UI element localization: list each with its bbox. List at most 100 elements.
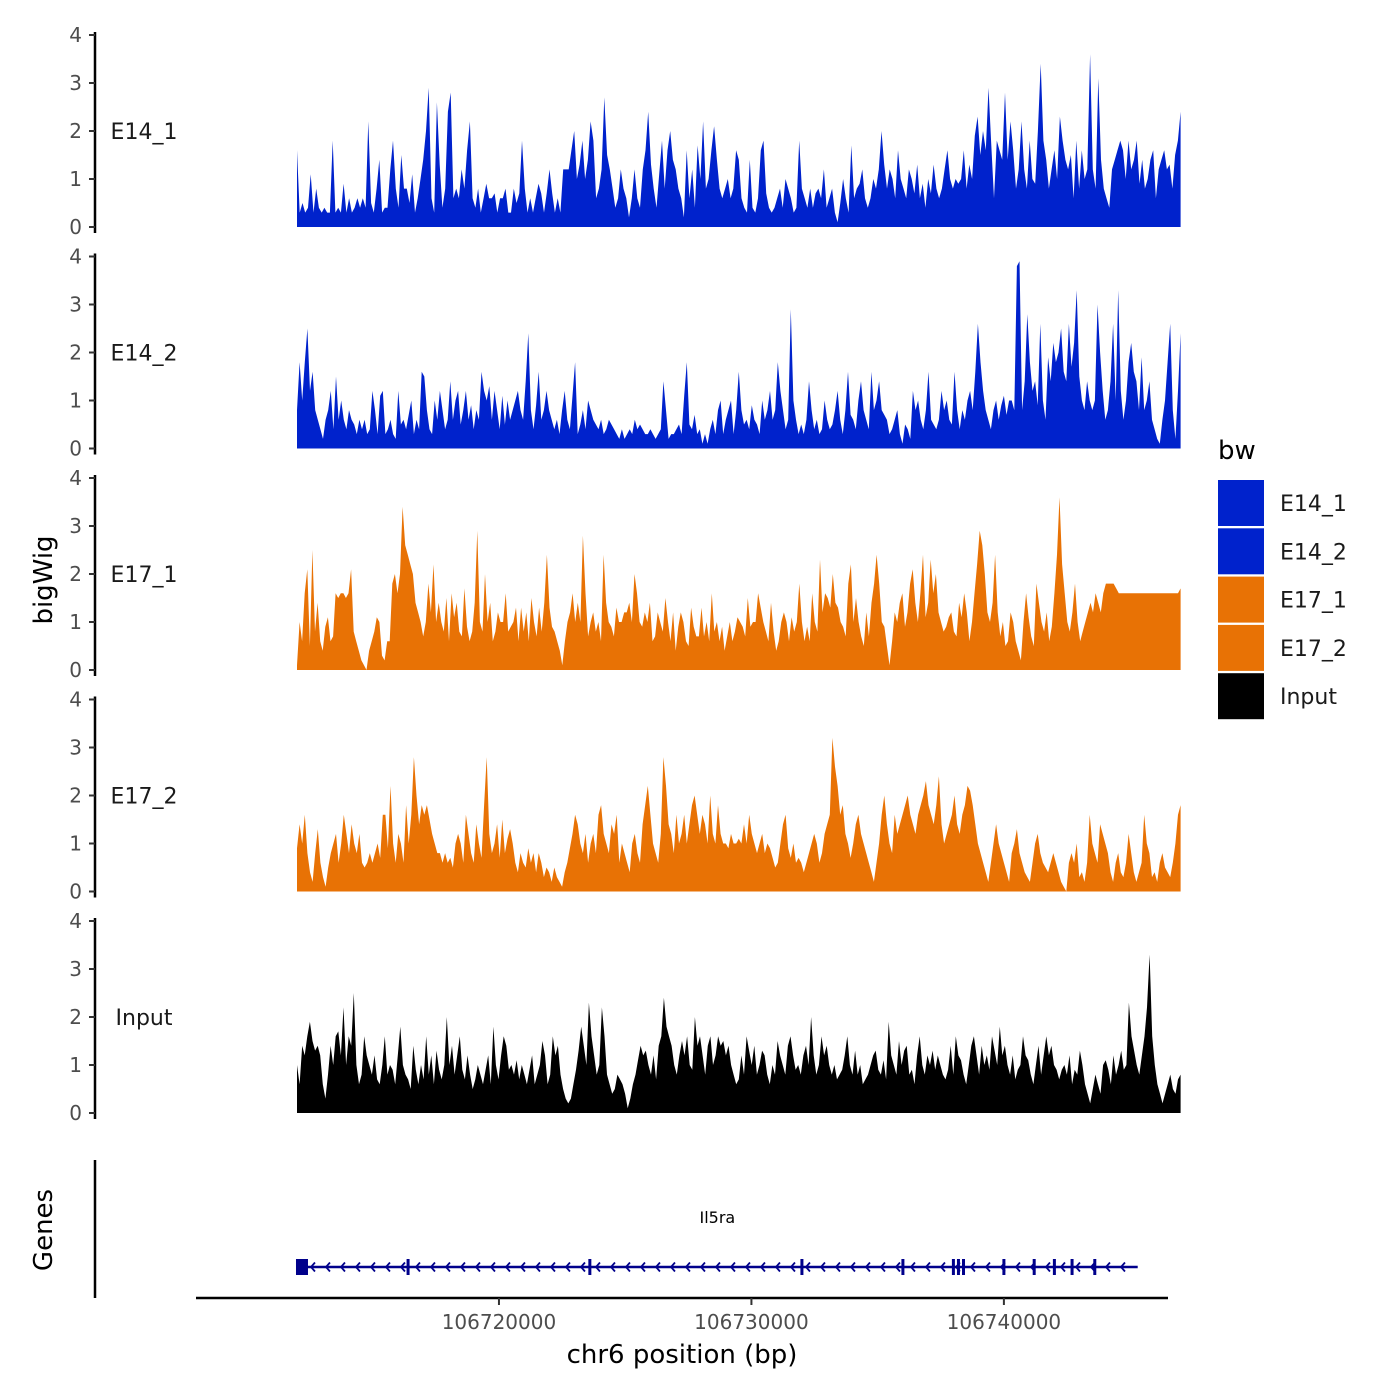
strand-arrow xyxy=(549,1261,556,1273)
y-tick-label: 3 xyxy=(69,71,82,95)
strand-arrow xyxy=(399,1261,406,1273)
y-tick-label: 3 xyxy=(69,514,82,538)
strand-arrow xyxy=(1014,1261,1021,1273)
track-label: Input xyxy=(116,1006,173,1031)
strand-arrow xyxy=(654,1261,661,1273)
strand-arrow xyxy=(534,1261,541,1273)
y-tick-label: 0 xyxy=(69,1101,82,1125)
strand-arrow xyxy=(339,1261,346,1273)
genes-track: Genes Il5ra xyxy=(29,1160,1138,1298)
legend-swatch xyxy=(1218,528,1264,575)
strand-arrow xyxy=(444,1261,451,1273)
signal-area-E17_2 xyxy=(297,737,1181,892)
strand-arrow xyxy=(759,1261,766,1273)
strand-arrow xyxy=(849,1261,856,1273)
track-E17_1: 0 1 2 3 4 E17_1 xyxy=(69,466,1181,682)
strand-arrow xyxy=(324,1261,331,1273)
strand-arrow xyxy=(474,1261,481,1273)
strand-arrow xyxy=(924,1261,931,1273)
x-tick-label: 106740000 xyxy=(947,1310,1062,1334)
y-tick-label: 1 xyxy=(69,832,82,856)
y-tick-label: 0 xyxy=(69,215,82,239)
strand-arrow xyxy=(669,1261,676,1273)
gene-name-label: Il5ra xyxy=(699,1208,735,1227)
legend-label: Input xyxy=(1280,685,1337,710)
legend-label: E17_1 xyxy=(1280,589,1347,614)
strand-arrow xyxy=(384,1261,391,1273)
strand-arrow xyxy=(789,1261,796,1273)
gene-exon xyxy=(588,1259,592,1275)
legend-label: E14_2 xyxy=(1280,540,1347,565)
strand-arrow xyxy=(834,1261,841,1273)
strand-arrow xyxy=(684,1261,691,1273)
strand-arrow xyxy=(639,1261,646,1273)
gene-exon xyxy=(295,1259,308,1275)
strand-arrow xyxy=(309,1261,316,1273)
y-tick-label: 1 xyxy=(69,389,82,413)
genes-track-title: Genes xyxy=(29,1189,59,1271)
track-E17_2: 0 1 2 3 4 E17_2 xyxy=(69,688,1181,904)
strand-arrow xyxy=(1119,1261,1126,1273)
strand-arrow xyxy=(939,1261,946,1273)
gene-exon xyxy=(956,1259,960,1275)
strand-arrow xyxy=(984,1261,991,1273)
y-tick-label: 2 xyxy=(69,341,82,365)
track-label: E14_1 xyxy=(111,120,178,145)
y-tick-label: 3 xyxy=(69,736,82,760)
gene-exon xyxy=(1032,1259,1036,1275)
track-Input: 0 1 2 3 4 Input xyxy=(69,909,1181,1125)
y-tick-label: 4 xyxy=(69,688,82,712)
strand-arrow xyxy=(564,1261,571,1273)
legend-swatch xyxy=(1218,480,1264,526)
legend: bw E14_1 E14_2 E17_1 E17_2 Input xyxy=(1218,436,1347,720)
strand-arrow xyxy=(489,1261,496,1273)
y-tick-label: 1 xyxy=(69,610,82,634)
y-tick-label: 4 xyxy=(69,909,82,933)
track-label: E17_2 xyxy=(111,785,178,810)
strand-arrow xyxy=(1074,1261,1081,1273)
strand-arrow xyxy=(369,1261,376,1273)
gene-exon xyxy=(901,1259,905,1275)
strand-arrow xyxy=(504,1261,511,1273)
strand-arrow xyxy=(879,1261,886,1273)
track-panels: 0 1 2 3 4 E14_1 0 1 2 3 4 E14_2 0 1 2 3 4 E17_1 0 1 2 3 4 E17_2… xyxy=(69,23,1181,1125)
strand-arrow xyxy=(804,1261,811,1273)
strand-arrow xyxy=(909,1261,916,1273)
strand-arrow xyxy=(1044,1261,1051,1273)
legend-swatch xyxy=(1218,624,1264,671)
strand-arrow xyxy=(594,1261,601,1273)
strand-arrow xyxy=(429,1261,436,1273)
track-E14_1: 0 1 2 3 4 E14_1 xyxy=(69,23,1181,239)
strand-arrow xyxy=(519,1261,526,1273)
y-tick-label: 2 xyxy=(69,119,82,143)
gene-exon xyxy=(962,1259,966,1275)
y-tick-label: 3 xyxy=(69,293,82,317)
legend-swatch xyxy=(1218,576,1264,623)
strand-arrow xyxy=(744,1261,751,1273)
x-axis-title: chr6 position (bp) xyxy=(567,1340,798,1370)
legend-swatch xyxy=(1218,673,1264,720)
y-tick-label: 2 xyxy=(69,784,82,808)
legend-title: bw xyxy=(1218,436,1256,466)
strand-arrow xyxy=(894,1261,901,1273)
strand-arrow xyxy=(714,1261,721,1273)
strand-arrow xyxy=(729,1261,736,1273)
gene-exon xyxy=(1070,1259,1074,1275)
track-label: E17_1 xyxy=(111,563,178,588)
track-label: E14_2 xyxy=(111,342,178,367)
x-tick-label: 106730000 xyxy=(694,1310,809,1334)
y-tick-label: 0 xyxy=(69,437,82,461)
gene-exon xyxy=(1093,1259,1097,1275)
strand-arrow xyxy=(354,1261,361,1273)
x-axis: 106720000 106730000 106740000 xyxy=(196,1296,1168,1334)
strand-arrow xyxy=(624,1261,631,1273)
legend-label: E14_1 xyxy=(1280,492,1347,517)
strand-arrow xyxy=(774,1261,781,1273)
y-tick-label: 1 xyxy=(69,1053,82,1077)
strand-arrow xyxy=(459,1261,466,1273)
y-tick-label: 2 xyxy=(69,562,82,586)
gene-exon xyxy=(1002,1259,1006,1275)
signal-area-E14_1 xyxy=(297,54,1181,228)
signal-area-E17_1 xyxy=(297,497,1181,670)
